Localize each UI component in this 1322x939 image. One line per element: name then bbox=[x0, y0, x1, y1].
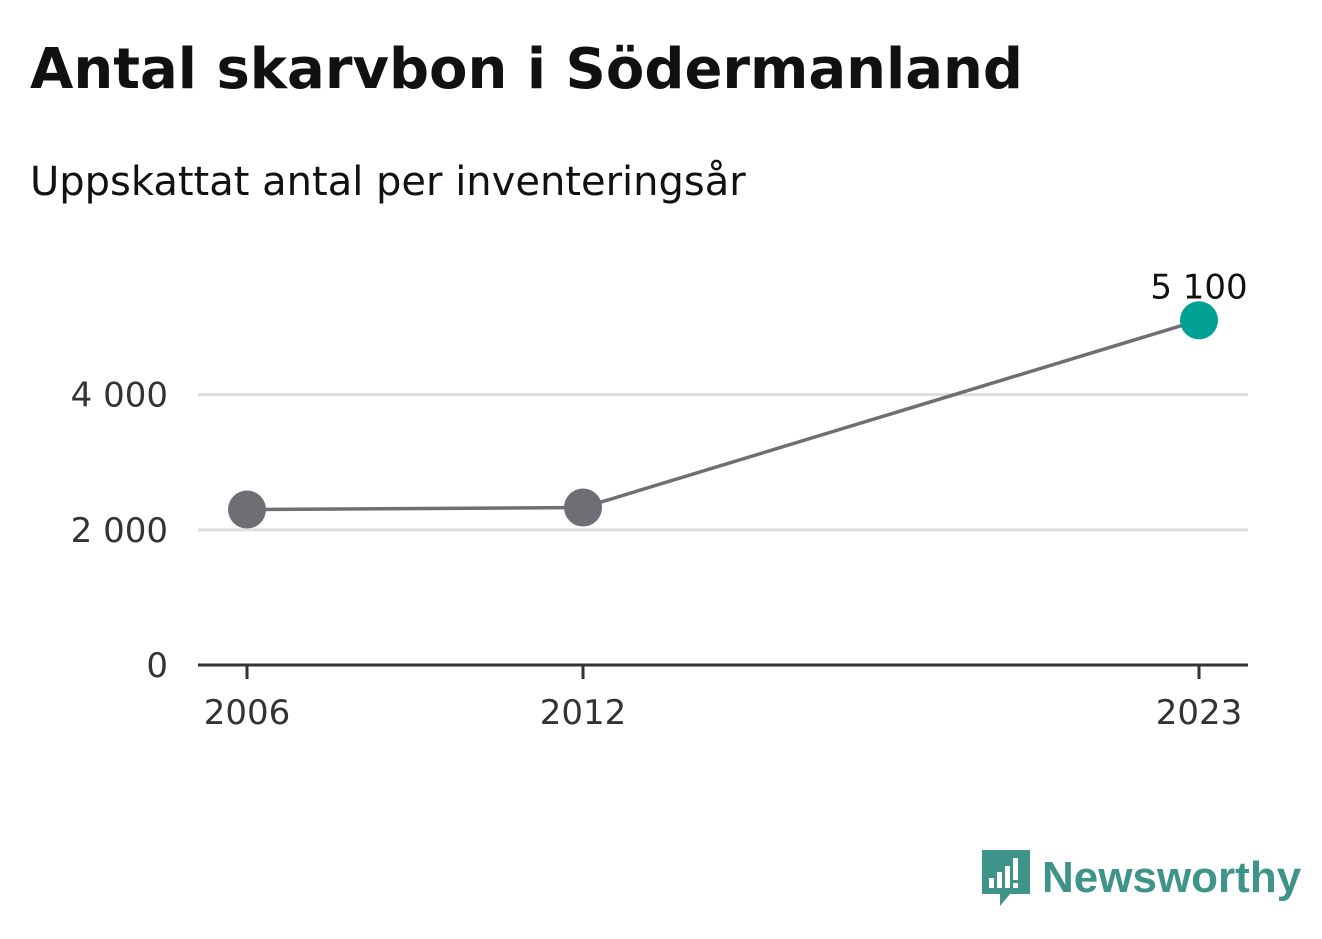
bar-chart-speech-bubble-icon bbox=[982, 850, 1030, 906]
axes: 0 2 000 4 000 2006 2012 2023 bbox=[71, 376, 1248, 733]
data-point-2006 bbox=[228, 490, 266, 529]
chart-subtitle: Uppskattat antal per inventeringsår bbox=[30, 159, 746, 205]
highlight-point-2023 bbox=[1180, 301, 1218, 340]
y-tick-label-0: 0 bbox=[146, 646, 168, 686]
newsworthy-logo: Newsworthy bbox=[980, 848, 1301, 908]
data-label-2023: 5 100 bbox=[1150, 267, 1247, 307]
grid-lines bbox=[198, 393, 1248, 532]
y-tick-label-2000: 2 000 bbox=[71, 511, 168, 551]
data-point-2012 bbox=[564, 488, 602, 527]
x-tick-label-2023: 2023 bbox=[1156, 693, 1243, 733]
x-tick-label-2012: 2012 bbox=[540, 693, 627, 733]
series-line-0 bbox=[246, 318, 1200, 512]
x-tick-label-2006: 2006 bbox=[204, 693, 291, 733]
chart-title: Antal skarvbon i Södermanland bbox=[30, 37, 1023, 102]
logo-text: Newsworthy bbox=[1042, 853, 1302, 902]
y-tick-label-4000: 4 000 bbox=[71, 376, 168, 416]
data-labels: 5 100 bbox=[1150, 267, 1247, 307]
series bbox=[228, 301, 1218, 529]
